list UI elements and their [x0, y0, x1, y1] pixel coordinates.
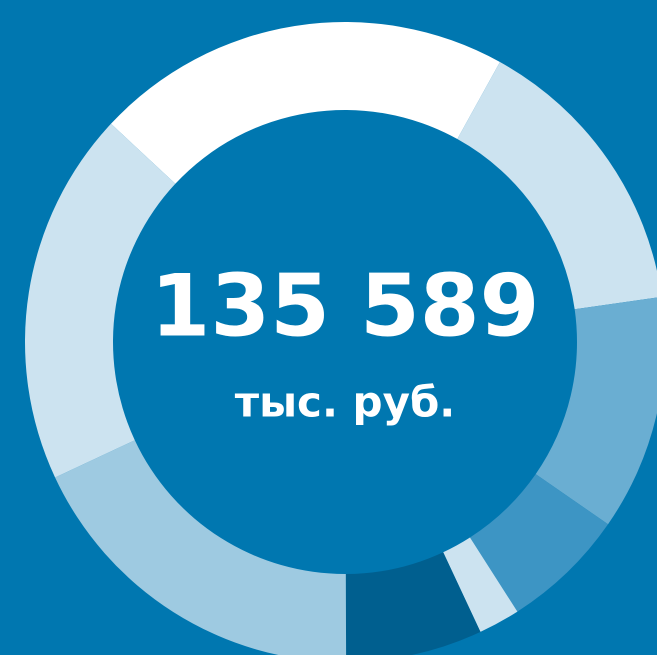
- donut-segment: [535, 297, 657, 525]
- donut-segment: [55, 440, 347, 655]
- donut-segment: [457, 62, 657, 310]
- donut-segment: [24, 123, 176, 478]
- center-value: 135 589: [151, 256, 540, 356]
- donut-segment: [110, 22, 500, 184]
- donut-segment: [443, 537, 518, 632]
- center-unit: тыс. руб.: [235, 378, 456, 427]
- donut-segment: [345, 552, 481, 655]
- donut-ring: [24, 22, 657, 655]
- donut-segment: [469, 474, 609, 612]
